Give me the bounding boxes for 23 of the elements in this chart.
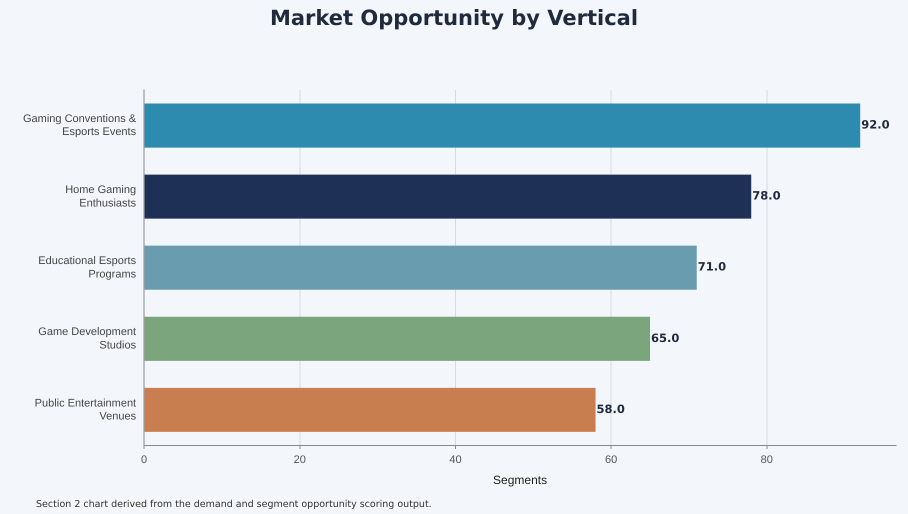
x-tick-label: 60	[605, 454, 618, 466]
x-tick-label: 0	[141, 454, 148, 466]
chart-title: Market Opportunity by Vertical	[268, 6, 640, 30]
x-tick-label: 80	[760, 454, 773, 466]
bar	[144, 316, 650, 361]
y-tick-label: Public Entertainment Venues	[34, 397, 137, 422]
x-tick-label: 20	[294, 454, 306, 466]
y-tick-label: Game Development Studios	[38, 326, 137, 352]
bar	[144, 388, 596, 432]
bar	[144, 174, 752, 219]
x-axis-title: Segments	[493, 473, 548, 488]
x-tick-label: 40	[449, 454, 462, 466]
data-label: 92.0	[861, 118, 890, 132]
y-tick-label: Gaming Conventions & Esports Events	[22, 112, 137, 138]
bar	[144, 104, 860, 148]
y-tick-label: Home Gaming Enthusiasts	[65, 184, 137, 210]
data-label: 78.0	[752, 188, 781, 203]
data-label: 65.0	[651, 330, 680, 345]
text: Section 2 chart derived from the demand and segment opportunity scoring output.	[36, 499, 432, 510]
data-label: 58.0	[596, 402, 625, 416]
data-label: 71.0	[698, 260, 726, 274]
y-tick-label: Educational Esports Programs	[38, 255, 137, 280]
bar	[144, 246, 697, 290]
